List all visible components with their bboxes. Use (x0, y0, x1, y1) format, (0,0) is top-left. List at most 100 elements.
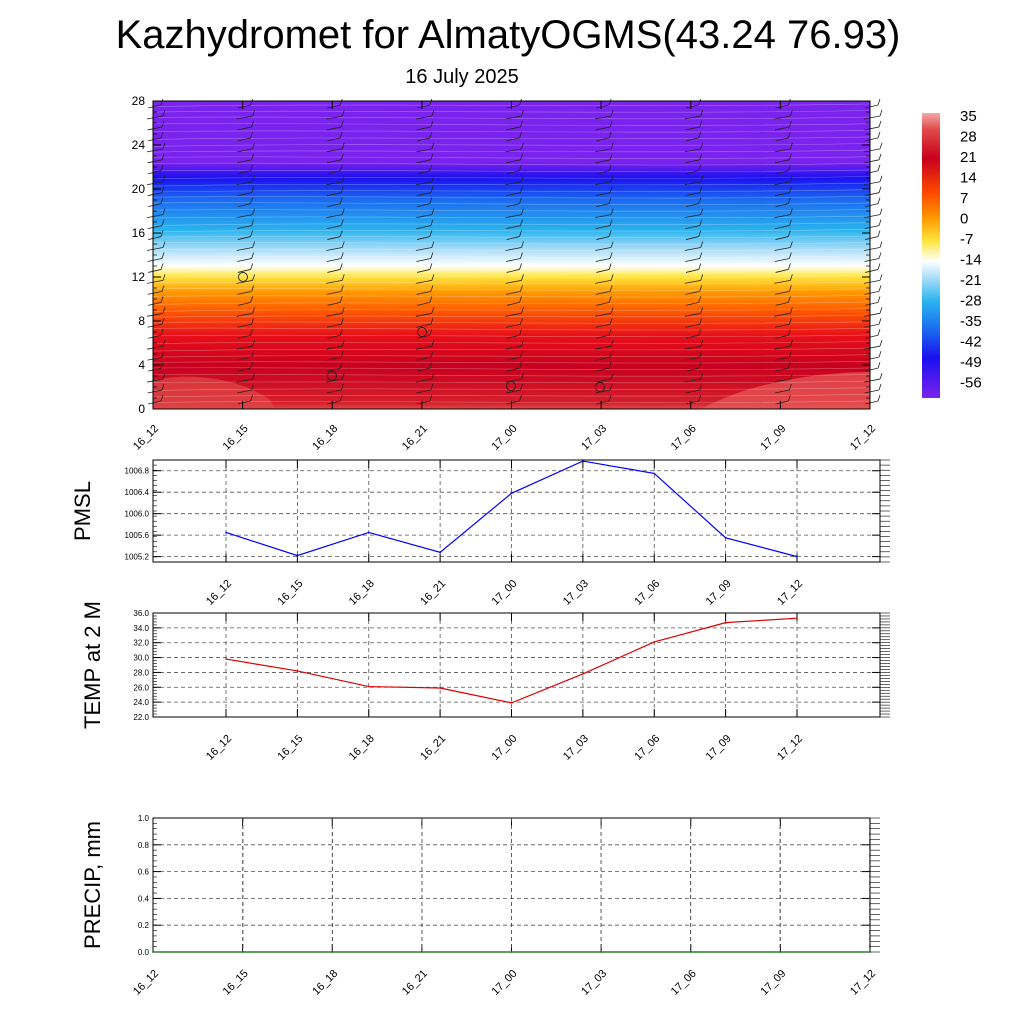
wind-barb (595, 148, 612, 153)
wind-barb (685, 290, 700, 295)
wind-barb-flag (520, 318, 523, 325)
wind-barb (685, 159, 700, 164)
wind-barb (595, 159, 611, 164)
x-tick-label: 17_12 (775, 733, 805, 763)
wind-barb-flag (698, 197, 702, 204)
wind-barb-flag (250, 131, 254, 139)
wind-barb-flag (429, 131, 433, 139)
wind-barb-flag (339, 361, 343, 369)
panel-frame (152, 612, 881, 718)
colorbar-label: -14 (960, 252, 982, 269)
data-point (296, 554, 299, 557)
wind-barb (236, 312, 253, 317)
wind-barb-flag (699, 351, 703, 358)
wind-barb-flag (878, 153, 882, 160)
x-tick-label: 17_12 (848, 968, 878, 998)
wind-barb (684, 280, 701, 284)
wind-barb-flag (162, 307, 166, 314)
wind-barbs (146, 98, 883, 405)
x-tick-label: 16_18 (310, 968, 340, 998)
wind-barb (506, 269, 520, 273)
wind-barb (774, 280, 791, 284)
wind-barb (147, 356, 163, 361)
wind-barb (237, 367, 251, 372)
wind-barb (595, 378, 612, 383)
wind-barb-flag (431, 241, 435, 248)
data-point (152, 951, 154, 953)
wind-barb-flag (161, 153, 165, 160)
contour-line (152, 275, 871, 278)
wind-barb-flag (608, 329, 612, 336)
wind-barb-flag (160, 98, 164, 106)
x-tick-label: 16_12 (131, 423, 161, 453)
wind-barb (685, 367, 699, 372)
wind-barb (327, 170, 341, 175)
wind-barb-flag (341, 175, 345, 182)
wind-barb (775, 269, 789, 273)
y-axis-label: PRECIP, mm (80, 821, 105, 949)
wind-barb (595, 258, 611, 262)
wind-barb (506, 400, 520, 405)
wind-barb-flag (789, 307, 793, 314)
wind-barb (237, 225, 252, 229)
wind-barb (596, 367, 610, 372)
contour-line (152, 176, 871, 180)
wind-barb (864, 323, 880, 328)
wind-barb (326, 323, 342, 328)
wind-barb (326, 389, 342, 394)
x-tick-label: 16_21 (418, 578, 448, 608)
wind-barb (775, 236, 789, 240)
wind-barb-flag (608, 230, 612, 237)
wind-barb (236, 280, 253, 284)
x-tick-label: 16_15 (221, 423, 251, 453)
data-point (225, 658, 227, 660)
wind-barb (236, 378, 253, 383)
wind-barb-flag (341, 241, 345, 248)
wind-barb-flag (519, 131, 522, 139)
wind-barb (595, 290, 611, 295)
wind-barb-flag (788, 153, 792, 160)
wind-barb-flag (252, 274, 256, 281)
wind-barb (775, 334, 789, 339)
wind-barb-flag (340, 252, 344, 259)
wind-barb (865, 137, 879, 142)
x-tick-label: 17_00 (490, 968, 520, 998)
wind-barb-flag (519, 361, 522, 369)
wind-barb-flag (699, 219, 703, 226)
wind-barb-flag (521, 372, 524, 380)
wind-barb-flag (608, 361, 612, 369)
colorbar-label: 28 (960, 129, 977, 146)
wind-barb-flag (161, 351, 165, 358)
wind-barb-flag (251, 383, 255, 391)
wind-barb-flag (429, 263, 433, 270)
wind-barb-flag (789, 208, 793, 215)
contour-lines (152, 103, 871, 403)
wind-barb (595, 389, 611, 394)
contour-line (152, 268, 871, 273)
wind-barb (237, 290, 252, 295)
wind-barb-flag (610, 142, 614, 149)
wind-barb-flag (699, 153, 703, 160)
wind-barb (415, 378, 432, 383)
x-tick-label: 16_21 (400, 968, 430, 998)
wind-barb (415, 181, 432, 186)
wind-barb-flag (700, 372, 704, 380)
wind-barb-flag (787, 394, 791, 402)
data-point (653, 641, 656, 643)
precip-panel: 0.0 0.2 0.4 0.6 0.8 1.0 16_12 16_15 16_18 16_21 17… (80, 814, 880, 998)
data-point (653, 472, 656, 475)
wind-barb-flag (698, 131, 702, 139)
data-point (510, 702, 513, 704)
calm-circle (595, 382, 605, 392)
y-tick-label: 0.8 (138, 841, 150, 850)
wind-barb-flag (160, 296, 164, 303)
wind-barb (146, 378, 164, 383)
wind-barb-flag (160, 164, 164, 171)
wind-barb (865, 170, 879, 175)
wind-barb-flag (789, 241, 793, 248)
wind-barb-flag (608, 197, 612, 204)
x-tick-label: 16_18 (347, 733, 377, 763)
wind-barb-flag (878, 252, 882, 259)
wind-barb-flag (161, 318, 165, 325)
